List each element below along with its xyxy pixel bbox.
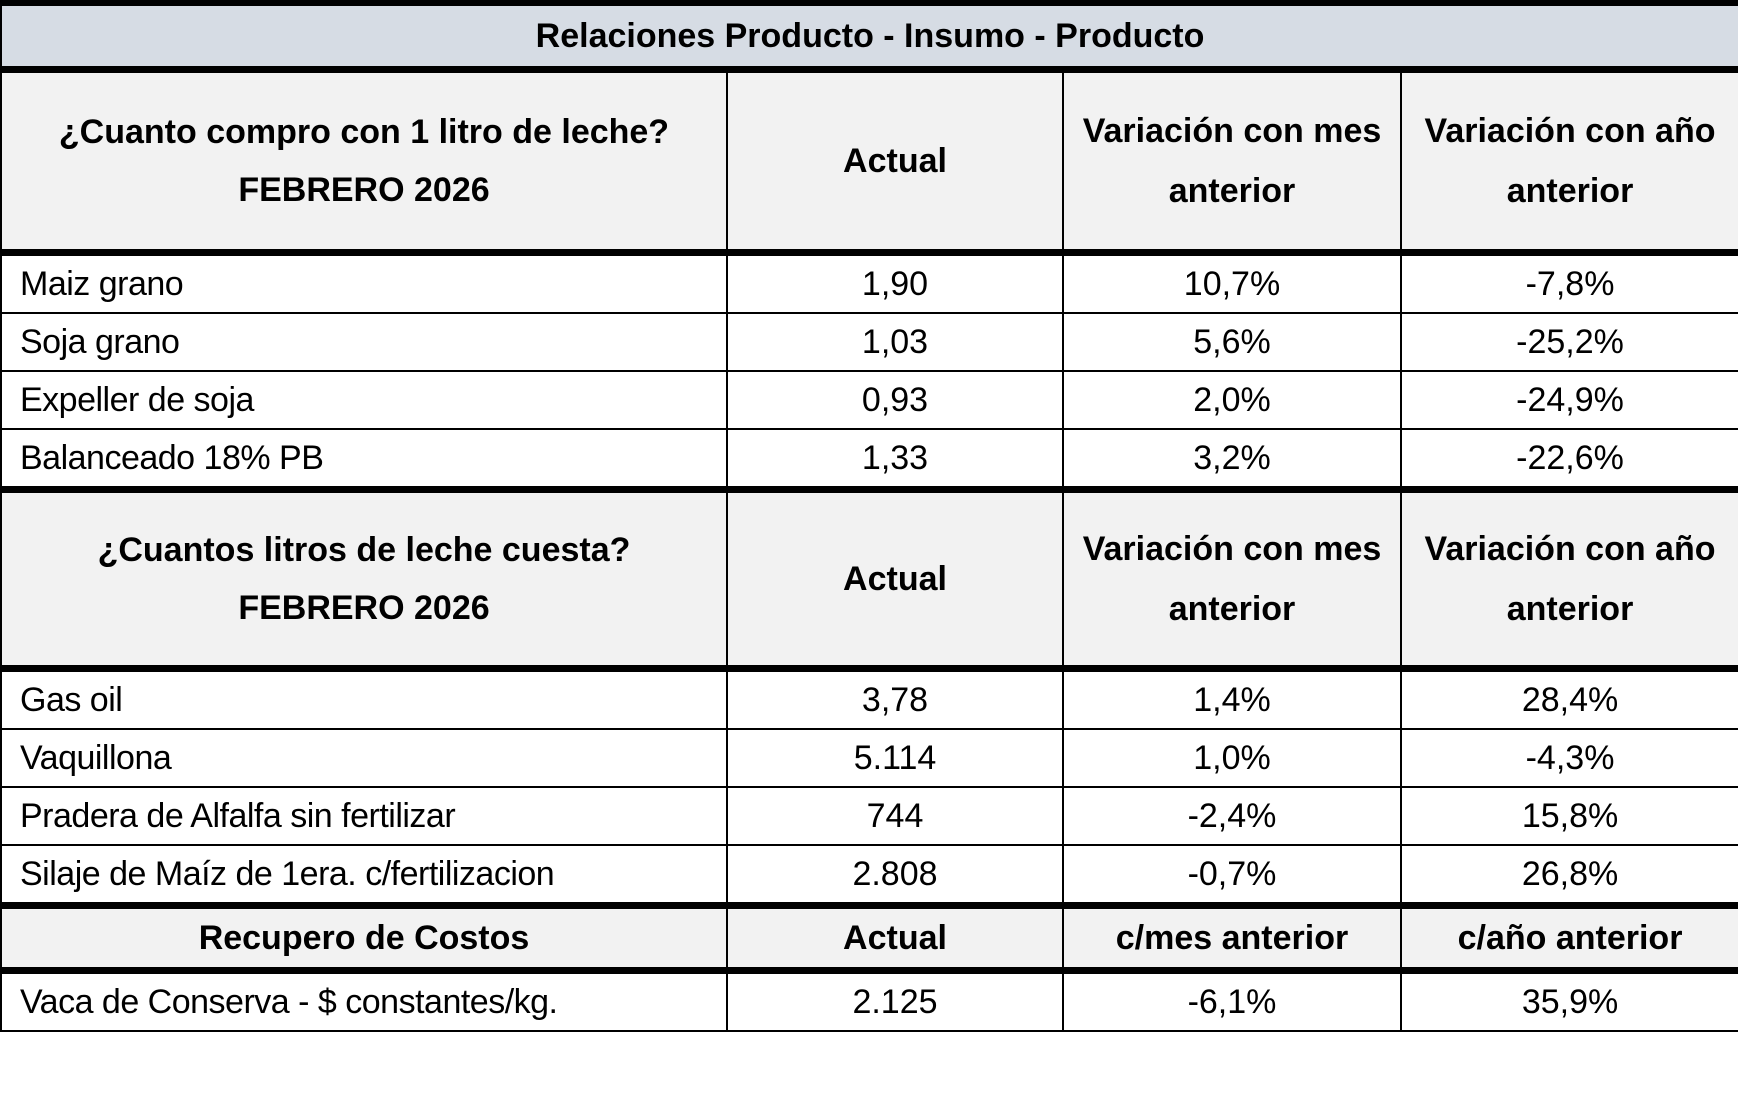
column-header: Variación con año anterior [1399,486,1738,672]
cell-value: 3,78 [726,667,1064,730]
table-title: Relaciones Producto - Insumo - Producto [0,0,1738,73]
column-header: Actual [726,902,1064,974]
cell-value: 0,93 [726,370,1064,430]
cell-value: 2.808 [726,844,1064,907]
cell-value: 5.114 [726,728,1064,788]
row-label: Silaje de Maíz de 1era. c/fertilizacion [0,844,728,907]
column-header: c/mes anterior [1062,902,1402,974]
table: Relaciones Producto - Insumo - Producto … [0,0,1738,1032]
cell-value: -22,6% [1399,428,1738,491]
data-row: Vaquillona 5.114 1,0% -4,3% [0,728,1738,788]
data-row: Maiz grano 1,90 10,7% -7,8% [0,251,1738,314]
row-label: Soja grano [0,312,728,372]
section-header: ¿Cuanto compro con 1 litro de leche? FEBR… [0,66,1738,256]
header-label: ¿Cuanto compro con 1 litro de leche? FEBR… [0,66,728,256]
header-question: ¿Cuantos litros de leche cuesta? [97,531,631,569]
cell-value: 1,4% [1062,667,1402,730]
column-header: Actual [726,66,1064,256]
data-row: Pradera de Alfalfa sin fertilizar 744 -2,4… [0,786,1738,846]
section-header: ¿Cuantos litros de leche cuesta? FEBRERO … [0,486,1738,672]
row-label: Expeller de soja [0,370,728,430]
header-label: Recupero de Costos [0,902,728,974]
column-header: Variación con mes anterior [1062,66,1402,256]
cell-value: 1,33 [726,428,1064,491]
cell-value: 26,8% [1399,844,1738,907]
column-header: c/año anterior [1399,902,1738,974]
column-header: Variación con mes anterior [1062,486,1402,672]
cell-value: -0,7% [1062,844,1402,907]
section-header: Recupero de Costos Actual c/mes anterior c/… [0,902,1738,974]
cell-value: 3,2% [1062,428,1402,491]
cell-value: -24,9% [1399,370,1738,430]
data-row: Vaca de Conserva - $ constantes/kg. 2.125… [0,969,1738,1032]
cell-value: 744 [726,786,1064,846]
title-row: Relaciones Producto - Insumo - Producto [0,0,1738,73]
row-label: Pradera de Alfalfa sin fertilizar [0,786,728,846]
cell-value: 10,7% [1062,251,1402,314]
cell-value: 2.125 [726,969,1064,1032]
cell-value: 5,6% [1062,312,1402,372]
header-question: Recupero de Costos [198,919,530,957]
row-label: Maiz grano [0,251,728,314]
cell-value: -6,1% [1062,969,1402,1032]
row-label: Vaca de Conserva - $ constantes/kg. [0,969,728,1032]
data-row: Gas oil 3,78 1,4% 28,4% [0,667,1738,730]
data-row: Balanceado 18% PB 1,33 3,2% -22,6% [0,428,1738,491]
cell-value: 1,03 [726,312,1064,372]
cell-value: 15,8% [1399,786,1738,846]
column-header: Actual [726,486,1064,672]
table-body: Relaciones Producto - Insumo - Producto … [0,0,1738,1032]
header-period: FEBRERO 2026 [238,171,490,209]
data-row: Soja grano 1,03 5,6% -25,2% [0,312,1738,372]
row-label: Balanceado 18% PB [0,428,728,491]
cell-value: 1,90 [726,251,1064,314]
cell-value: -4,3% [1399,728,1738,788]
cell-value: 1,0% [1062,728,1402,788]
row-label: Vaquillona [0,728,728,788]
header-period: FEBRERO 2026 [238,589,490,627]
data-row: Expeller de soja 0,93 2,0% -24,9% [0,370,1738,430]
header-label: ¿Cuantos litros de leche cuesta? FEBRERO … [0,486,728,672]
cell-value: -25,2% [1399,312,1738,372]
row-label: Gas oil [0,667,728,730]
data-row: Silaje de Maíz de 1era. c/fertilizacion 2… [0,844,1738,907]
cell-value: 35,9% [1399,969,1738,1032]
cell-value: 28,4% [1399,667,1738,730]
header-question: ¿Cuanto compro con 1 litro de leche? [58,113,670,151]
column-header: Variación con año anterior [1399,66,1738,256]
cell-value: -2,4% [1062,786,1402,846]
cell-value: -7,8% [1399,251,1738,314]
cell-value: 2,0% [1062,370,1402,430]
